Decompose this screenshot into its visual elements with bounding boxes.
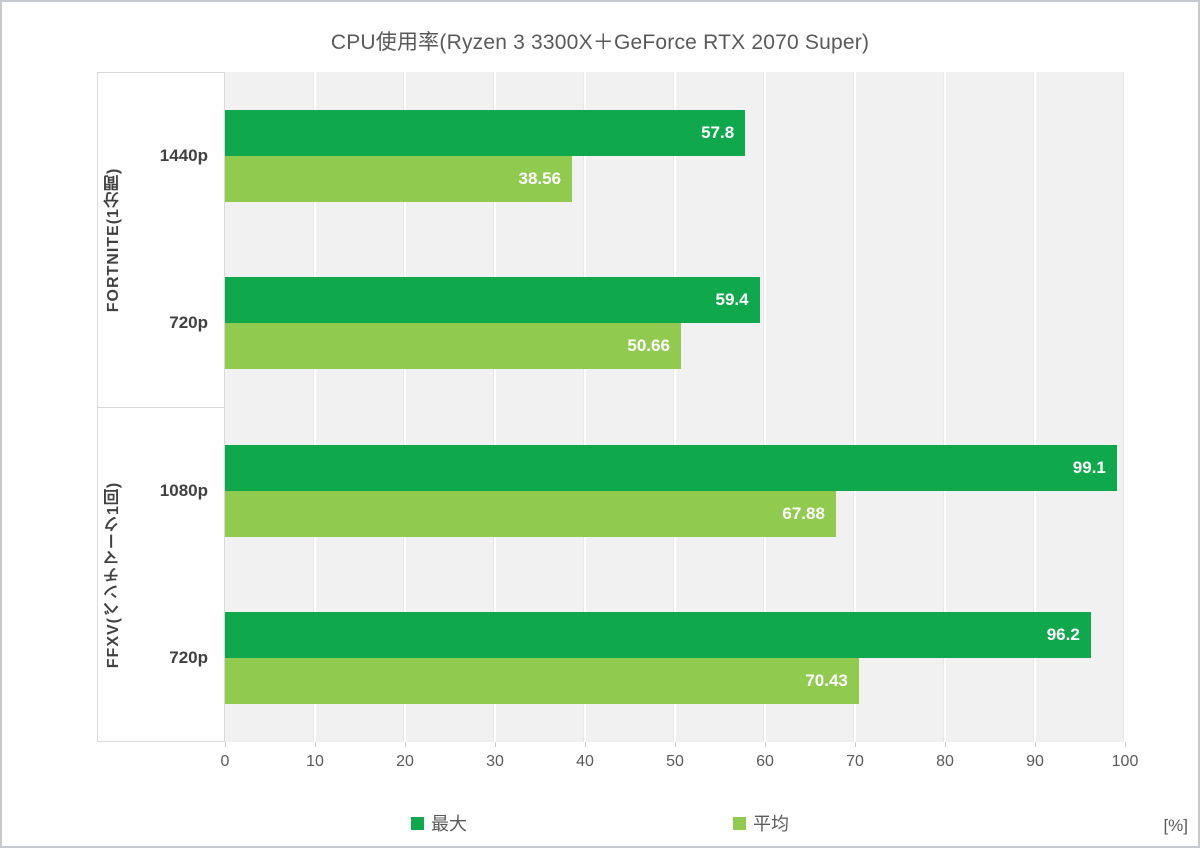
gridline-30 [494,72,496,742]
category-label-0-1: 720p [169,313,208,333]
gridline-90 [1034,72,1036,742]
bar-value-label: 57.8 [701,122,735,142]
legend-item-max: 最大 [411,810,467,836]
x-tick-label-50: 50 [666,753,684,770]
gridline-40 [584,72,586,742]
bar-max-720p-1: 96.2 [225,612,1091,659]
x-tick-mark-30 [495,742,496,747]
category-axis: FORTNITE(1分間) 1440p 720p FFXV(ベンチマーク1回) 1080… [97,72,226,742]
x-tick-label-20: 20 [396,753,414,770]
category-label-0-0: 1440p [159,145,208,165]
category-label-1-0: 1080p [159,480,208,500]
bar-value-label: 99.1 [1072,457,1106,477]
legend-label-max: 最大 [431,814,467,834]
gridline-20 [404,72,406,742]
x-tick-label-30: 30 [486,753,504,770]
x-tick-mark-10 [315,742,316,747]
legend: 最大 平均 [2,806,1198,840]
bar-avg-720p-0: 50.66 [225,323,681,370]
gridline-100 [1124,72,1126,742]
x-tick-label-80: 80 [936,753,954,770]
gridline-70 [854,72,856,742]
x-tick-mark-50 [675,742,676,747]
x-tick-label-40: 40 [576,753,594,770]
legend-item-avg: 平均 [733,810,789,836]
x-tick-label-60: 60 [756,753,774,770]
x-tick-mark-60 [765,742,766,747]
gridline-50 [674,72,676,742]
x-axis: 0 10 20 30 40 50 60 70 80 90 100 [97,742,1138,776]
gridline-60 [764,72,766,742]
gridline-80 [944,72,946,742]
x-tick-label-90: 90 [1026,753,1044,770]
chart-body: FORTNITE(1分間) 1440p 720p FFXV(ベンチマーク1回) 1080… [97,72,1126,742]
bar-value-label: 70.43 [805,671,848,691]
x-tick-label-0: 0 [220,753,230,770]
x-tick-label-70: 70 [846,753,864,770]
bar-value-label: 59.4 [715,290,749,310]
group-block-0: FORTNITE(1分間) [98,72,226,407]
axis-unit-label: [%] [1163,816,1188,835]
bar-value-label: 96.2 [1046,625,1080,645]
category-label-1-1: 720p [169,648,208,668]
x-tick-mark-80 [945,742,946,747]
bar-max-1440p-0: 57.8 [225,109,746,156]
group-label-0: FORTNITE(1分間) [105,167,122,313]
chart-title: CPU使用率(Ryzen 3 3300X＋GeForce RTX 2070 Su… [330,31,870,54]
plot-area: 57.8 38.56 59.4 50.66 99.1 67.88 96.2 70.43 [225,72,1126,742]
x-tick-mark-100 [1125,742,1126,747]
bar-max-720p-0: 59.4 [225,277,760,324]
bar-avg-1440p-0: 38.56 [225,155,573,202]
x-tick-mark-20 [405,742,406,747]
x-tick-mark-70 [855,742,856,747]
bar-value-label: 67.88 [782,503,825,523]
group-block-1: FFXV(ベンチマーク1回) [98,407,226,742]
x-tick-mark-0 [225,742,226,747]
x-tick-mark-90 [1035,742,1036,747]
x-tick-label-100: 100 [1111,753,1139,770]
bar-avg-1080p-1: 67.88 [225,490,836,537]
bar-avg-720p-1: 70.43 [225,658,859,705]
bar-value-label: 38.56 [518,168,562,188]
group-label-1: FFXV(ベンチマーク1回) [105,481,122,668]
legend-swatch-avg-icon [733,816,746,830]
x-tick-label-10: 10 [306,753,324,770]
legend-label-avg: 平均 [753,814,789,834]
gridline-10 [314,72,316,742]
legend-swatch-max-icon [411,816,424,830]
x-tick-mark-40 [585,742,586,747]
bar-value-label: 50.66 [627,336,670,356]
bar-max-1080p-1: 99.1 [225,444,1117,491]
